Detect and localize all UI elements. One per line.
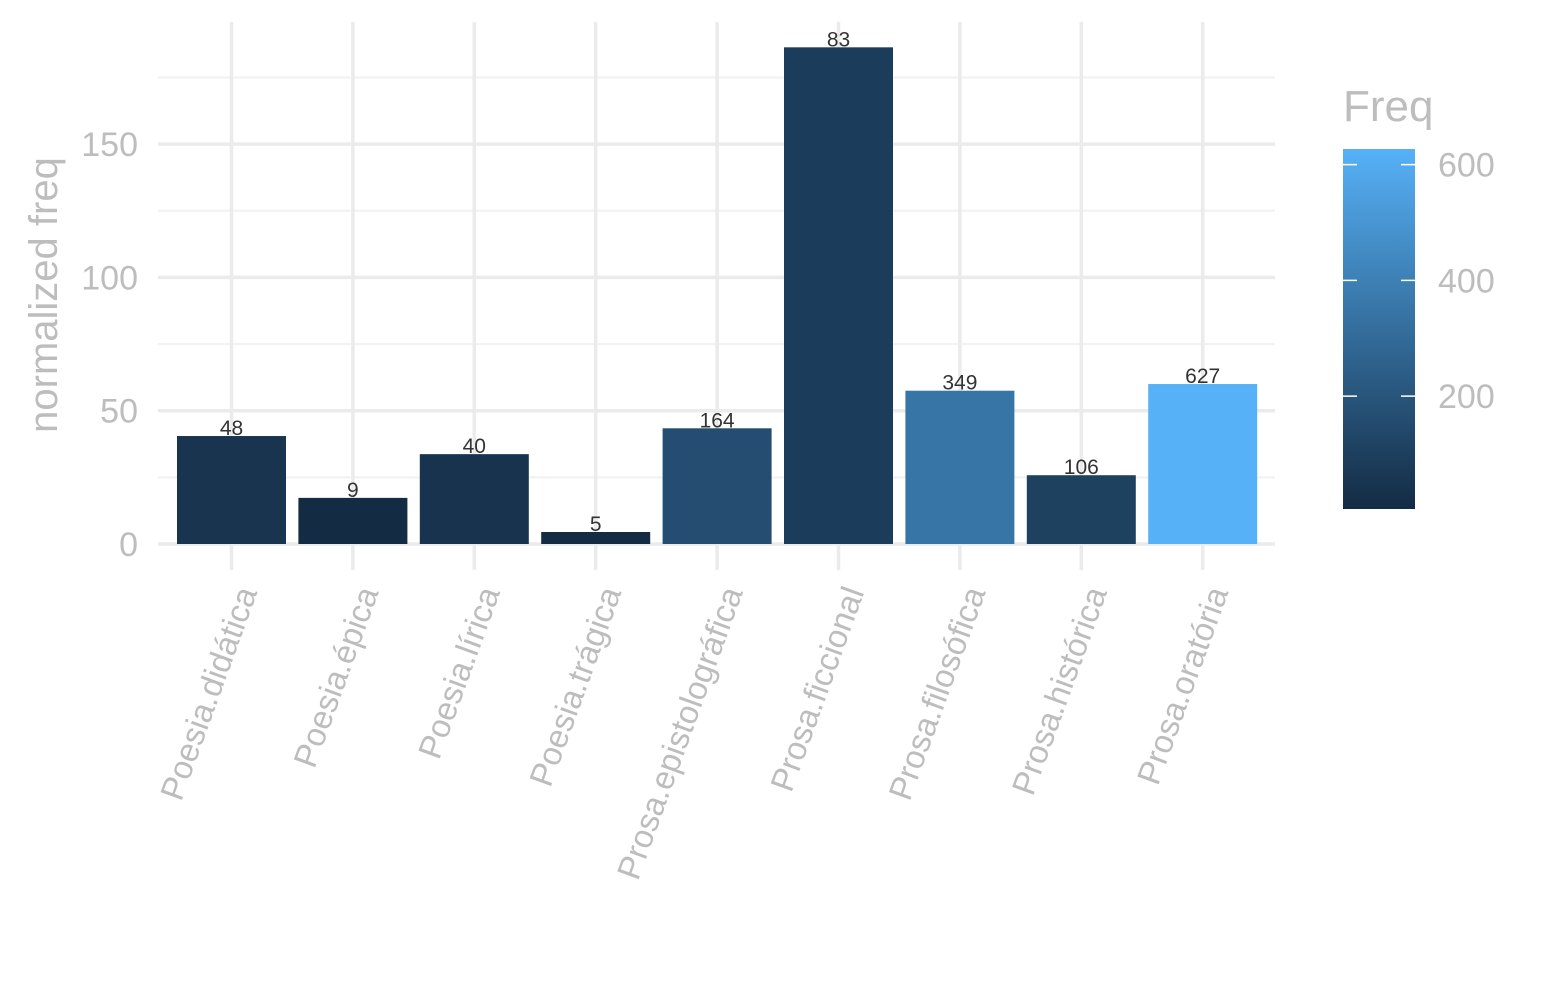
legend-tick-label: 400: [1438, 262, 1495, 300]
x-tick-label: Poesia.didática: [153, 581, 265, 805]
legend-title: Freq: [1343, 82, 1433, 131]
bar-value-label: 40: [463, 435, 486, 458]
legend-tick-label: 200: [1438, 378, 1495, 416]
bar-value-label: 164: [700, 409, 735, 432]
x-tick-label: Poesia.lírica: [411, 581, 507, 763]
bar-value-label: 83: [827, 28, 850, 51]
x-tick-label: Prosa.epistolográfica: [610, 581, 750, 884]
bar-Prosa.filosófica: [905, 390, 1015, 544]
bar-value-label: 106: [1064, 456, 1099, 479]
y-axis-title: normalized freq: [22, 157, 66, 433]
bar-Prosa.ficcional: [784, 47, 893, 545]
bar-Poesia.lírica: [419, 454, 529, 544]
y-tick-label: 0: [119, 526, 138, 564]
color-legend: Freq 200 400 600: [1343, 82, 1495, 509]
legend-ticks: 200 400 600: [1343, 147, 1495, 416]
data-labels: 48 9 40 5 164 83 349 106 627: [220, 28, 1220, 536]
bar-value-label: 48: [220, 417, 243, 440]
x-axis-ticks: Poesia.didática Poesia.épica Poesia.lírica…: [153, 581, 1236, 884]
x-tick-label: Prosa.filosófica: [881, 581, 993, 805]
bars: [177, 47, 1258, 545]
x-tick-label: Prosa.oratória: [1130, 581, 1236, 789]
x-tick-label: Prosa.histórica: [1004, 581, 1114, 799]
bar-Prosa.epistolográfica: [662, 428, 772, 544]
bar-value-label: 349: [942, 372, 977, 395]
bar-Prosa.oratória: [1148, 384, 1258, 544]
bar-Prosa.histórica: [1026, 475, 1136, 544]
bar-value-label: 5: [590, 513, 602, 536]
bar-value-label: 9: [347, 479, 359, 502]
y-tick-label: 100: [81, 259, 138, 297]
x-tick-label: Prosa.ficcional: [763, 582, 871, 796]
bar-Poesia.didática: [177, 436, 286, 544]
legend-colorbar: [1343, 149, 1415, 509]
bar-Poesia.épica: [298, 497, 408, 544]
x-tick-label: Poesia.trágica: [522, 581, 629, 791]
legend-tick-label: 600: [1438, 147, 1495, 185]
y-axis-ticks: 0 50 100 150: [81, 126, 138, 564]
bar-Poesia.trágica: [541, 532, 651, 544]
x-tick-label: Poesia.épica: [286, 581, 386, 772]
bar-value-label: 627: [1185, 365, 1220, 388]
y-tick-label: 50: [100, 393, 138, 431]
y-tick-label: 150: [81, 126, 138, 164]
